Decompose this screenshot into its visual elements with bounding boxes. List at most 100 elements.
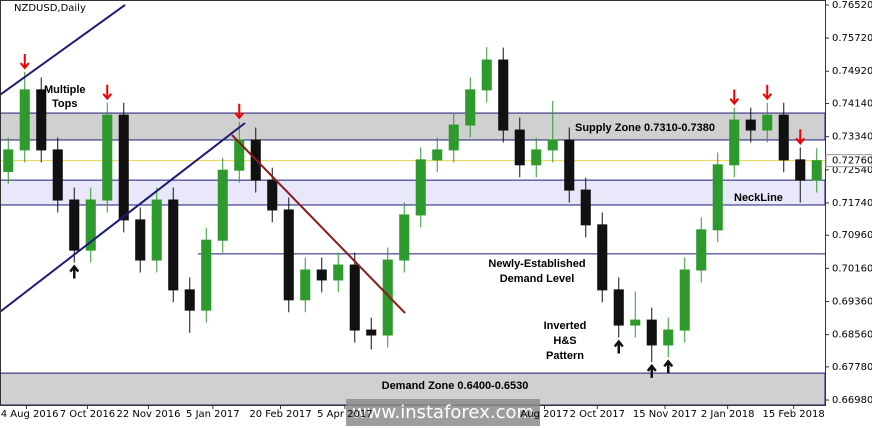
candle-body (547, 139, 558, 151)
candle-body (580, 189, 591, 226)
x-tick-label: 20 Feb 2017 (249, 409, 311, 420)
watermark: www.instaforex.com (352, 402, 534, 423)
annotation: Demand Zone 0.6400-0.6530 (382, 380, 529, 392)
candle-body (778, 114, 789, 161)
candle-body (613, 289, 624, 326)
annotation: Newly-Established (488, 258, 585, 270)
candle-body (300, 269, 311, 301)
candle-body (151, 199, 162, 261)
candle-body (267, 179, 278, 211)
x-tick-label: 7 Oct 2016 (60, 409, 115, 420)
annotation: Tops (52, 98, 77, 110)
x-tick-label: Aug 2017 (520, 409, 568, 420)
candle-body (811, 160, 822, 181)
annotation: Demand Level (500, 273, 575, 285)
y-tick-label: 0.68560 (832, 330, 872, 341)
watermark-box (346, 399, 540, 426)
y-tick-label: 0.66980 (832, 395, 872, 406)
candle-body (514, 129, 525, 166)
annotation: H&S (553, 335, 576, 347)
x-tick-label: 22 Nov 2016 (116, 409, 180, 420)
x-tick-label: 5 Jan 2017 (186, 409, 240, 420)
candle-body (630, 319, 641, 326)
candle-body (52, 149, 63, 201)
x-tick-label: 15 Nov 2017 (633, 409, 697, 420)
candle-body (168, 199, 179, 291)
price-label: 0.72760 (832, 156, 872, 167)
candle-body (349, 264, 360, 331)
candle-body (399, 214, 410, 261)
candle-body (498, 59, 509, 131)
x-tick-label: 2 Jan 2018 (701, 409, 755, 420)
x-tick-label: 5 Apr 2017 (317, 409, 372, 420)
candle-body (531, 149, 542, 166)
y-tick-label: 0.74920 (832, 66, 872, 77)
top-arrow (102, 84, 113, 101)
candle-body (729, 119, 740, 166)
candle-body (135, 219, 146, 261)
candle-body (366, 329, 377, 336)
candle-body (118, 114, 129, 221)
x-tick-label: 2 Oct 2017 (570, 409, 625, 420)
top-arrow (19, 54, 30, 70)
candle-body (36, 89, 47, 151)
chart-title: NZDUSD,Daily (14, 3, 86, 14)
bottom-arrow (646, 363, 657, 378)
candle-body (745, 119, 756, 131)
candle-body (382, 259, 393, 336)
candle-body (85, 199, 96, 251)
candle-body (19, 89, 30, 151)
candle-body (283, 209, 294, 301)
candle-body (234, 139, 245, 171)
y-tick-label: 0.71740 (832, 198, 872, 209)
trend-line (0, 4, 126, 96)
candle-body (597, 224, 608, 291)
candle-body (432, 149, 443, 161)
candle-body (465, 89, 476, 126)
candle-body (663, 329, 674, 346)
y-tick-label: 0.70160 (832, 263, 872, 274)
candle-body (481, 59, 492, 91)
top-arrow (795, 129, 806, 146)
annotation: Supply Zone 0.7310-0.7380 (575, 122, 715, 134)
bottom-arrow (663, 359, 674, 374)
candle-body (762, 114, 773, 131)
candle-body (646, 319, 657, 346)
y-tick-label: 0.74140 (832, 99, 872, 110)
candle-body (316, 269, 327, 281)
y-tick-label: 0.69360 (832, 296, 872, 307)
top-arrow (234, 103, 245, 120)
x-tick-label: 15 Feb 2018 (763, 409, 825, 420)
annotation: NeckLine (734, 192, 783, 204)
candle-body (217, 169, 228, 241)
candle-body (333, 264, 344, 281)
candle-body (184, 289, 195, 311)
candle-body (712, 164, 723, 231)
bottom-arrow (613, 339, 624, 354)
candle-body (795, 159, 806, 181)
top-arrow (762, 84, 773, 101)
price-box (825, 154, 872, 168)
y-tick-label: 0.73340 (832, 132, 872, 143)
candle-body (696, 229, 707, 271)
y-tick-label: 0.67780 (832, 362, 872, 373)
annotation: Inverted (544, 320, 587, 332)
neckline-zone (0, 179, 826, 206)
candle-body (201, 239, 212, 311)
candle-body (564, 139, 575, 191)
annotation: Pattern (546, 350, 584, 362)
trend-line (231, 134, 406, 314)
annotation: Multiple (44, 84, 86, 96)
y-tick-label: 0.70960 (832, 230, 872, 241)
candle-body (679, 269, 690, 331)
candle-body (102, 114, 113, 201)
top-arrow (729, 89, 740, 106)
candle-body (69, 199, 80, 251)
y-tick-label: 0.75720 (832, 33, 872, 44)
candle-body (415, 159, 426, 216)
x-tick-label: 24 Aug 2016 (0, 409, 58, 420)
y-tick-label: 0.72540 (832, 165, 872, 176)
bottom-arrow (69, 264, 80, 279)
